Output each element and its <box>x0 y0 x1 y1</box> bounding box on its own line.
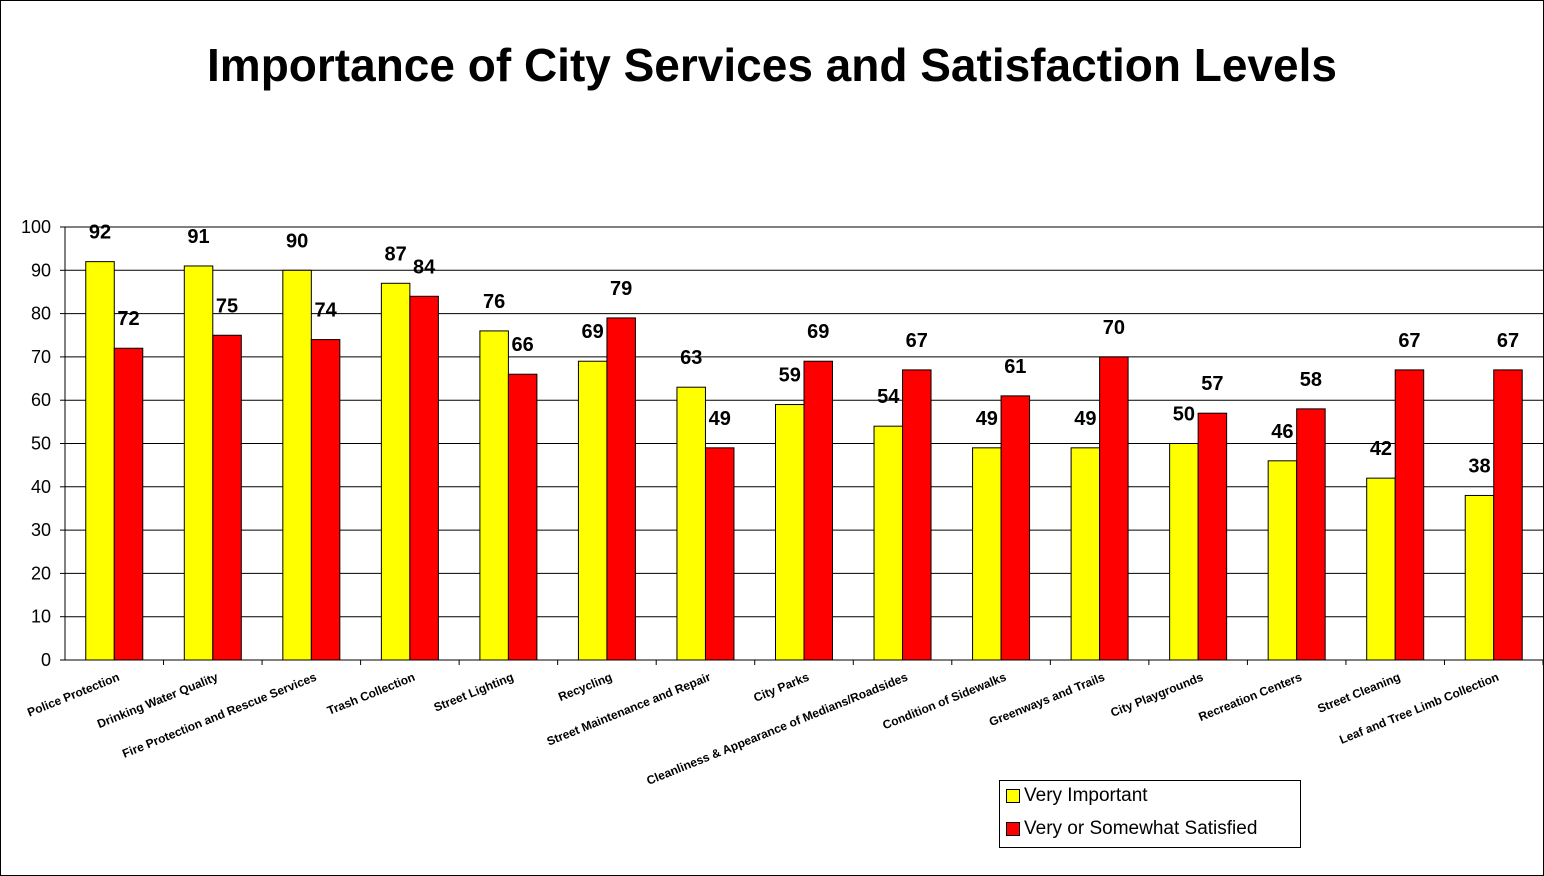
y-tick-label: 30 <box>31 520 51 540</box>
bar-satisfied <box>1197 412 1228 661</box>
data-label: 74 <box>314 300 337 322</box>
legend-swatch-yellow <box>1006 789 1020 803</box>
data-label: 70 <box>1103 317 1125 339</box>
bar-very-important <box>183 265 214 661</box>
bar-satisfied <box>704 447 735 661</box>
bar-satisfied <box>1099 356 1129 661</box>
bar-very-important <box>577 360 608 661</box>
data-label: 50 <box>1173 404 1195 426</box>
bar-satisfied <box>902 369 932 661</box>
data-label: 90 <box>286 230 308 252</box>
category-label: Street Cleaning <box>1315 670 1402 716</box>
y-tick-label: 60 <box>31 390 51 410</box>
data-label: 49 <box>976 408 998 430</box>
bar-very-important <box>1267 460 1298 661</box>
category-label: Fire Protection and Rescue Services <box>120 670 318 761</box>
bar-very-important <box>676 386 706 661</box>
data-label: 87 <box>384 243 406 265</box>
data-label: 67 <box>1398 330 1420 352</box>
bar-satisfied <box>803 360 833 661</box>
bar-very-important <box>85 261 115 661</box>
data-label: 38 <box>1468 455 1490 477</box>
y-tick-label: 50 <box>31 434 51 454</box>
category-label: Street Maintenance and Repair <box>545 670 713 749</box>
data-label: 57 <box>1201 373 1223 395</box>
data-label: 92 <box>89 222 111 244</box>
category-label: Street Lighting <box>432 670 516 715</box>
bar-satisfied <box>1493 369 1523 661</box>
data-label: 42 <box>1370 438 1392 460</box>
bar-satisfied <box>212 334 242 661</box>
bar-satisfied <box>113 347 144 661</box>
data-label: 63 <box>680 347 702 369</box>
bar-very-important <box>1366 477 1396 661</box>
y-tick-label: 0 <box>41 650 51 670</box>
bar-very-important <box>1464 494 1495 661</box>
y-tick-label: 70 <box>31 347 51 367</box>
y-tick-label: 20 <box>31 563 51 583</box>
bar-satisfied <box>409 295 439 661</box>
legend-label: Very or Somewhat Satisfied <box>1024 818 1258 839</box>
data-label: 76 <box>483 291 505 313</box>
data-label: 79 <box>610 278 632 300</box>
category-label: Trash Collection <box>325 670 417 718</box>
y-tick-label: 100 <box>21 217 51 237</box>
data-label: 84 <box>413 256 436 278</box>
data-label: 72 <box>117 308 139 330</box>
bar-very-important <box>1070 447 1101 661</box>
category-label: Police Protection <box>25 670 121 720</box>
data-label: 49 <box>709 408 731 430</box>
chart-title: Importance of City Services and Satisfac… <box>207 39 1337 91</box>
bar-satisfied <box>1296 408 1326 661</box>
data-label: 61 <box>1004 356 1026 378</box>
data-label: 67 <box>906 330 928 352</box>
bar-very-important <box>479 330 509 661</box>
legend: Very Important Very or Somewhat Satisfie… <box>999 780 1301 848</box>
legend-item-very-important: Very Important <box>1006 784 1148 808</box>
data-label: 58 <box>1300 369 1322 391</box>
category-label: City Parks <box>751 670 811 705</box>
data-label: 49 <box>1074 408 1096 430</box>
bar-very-important <box>972 447 1002 661</box>
data-label: 54 <box>877 386 900 408</box>
y-tick-label: 80 <box>31 304 51 324</box>
bar-very-important <box>380 282 411 661</box>
data-label: 75 <box>216 295 238 317</box>
data-label: 67 <box>1497 330 1519 352</box>
legend-label: Very Important <box>1024 785 1148 806</box>
bar-very-important <box>282 269 312 661</box>
bar-satisfied <box>507 373 538 661</box>
bar-very-important <box>1169 443 1199 661</box>
data-label: 59 <box>779 365 801 387</box>
bar-satisfied <box>606 317 636 661</box>
y-tick-label: 40 <box>31 477 51 497</box>
legend-swatch-red <box>1006 822 1020 836</box>
data-label: 69 <box>582 321 604 343</box>
category-label: Recycling <box>556 670 614 704</box>
bar-satisfied <box>1394 369 1425 661</box>
data-label: 66 <box>512 334 534 356</box>
y-tick-label: 10 <box>31 607 51 627</box>
y-tick-label: 90 <box>31 260 51 280</box>
legend-item-satisfied: Very or Somewhat Satisfied <box>1006 817 1257 841</box>
bar-satisfied <box>310 339 341 661</box>
category-label: City Playgrounds <box>1109 670 1206 720</box>
data-label: 46 <box>1271 421 1293 443</box>
bar-very-important <box>775 404 805 661</box>
data-label: 69 <box>807 321 829 343</box>
category-label: Leaf and Tree Limb Collection <box>1337 670 1501 747</box>
data-label: 91 <box>187 226 209 248</box>
category-label: Recreation Centers <box>1197 670 1305 724</box>
bar-very-important <box>873 425 904 661</box>
bar-satisfied <box>1000 395 1031 661</box>
